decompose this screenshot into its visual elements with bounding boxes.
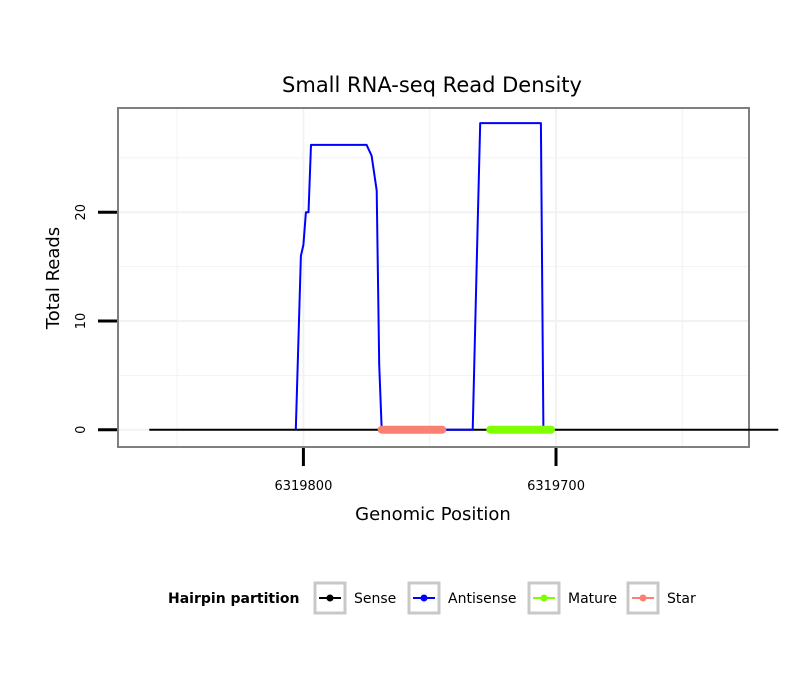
legend-key-dot (326, 594, 334, 602)
y-tick-label: 10 (74, 313, 89, 330)
x-axis-label: Genomic Position (355, 504, 511, 525)
x-tick-label: 6319700 (527, 479, 585, 494)
x-tick-label: 6319800 (274, 479, 332, 494)
legend-key-dot (540, 594, 548, 602)
legend-item-antisense: Antisense (407, 581, 517, 615)
legend: Hairpin partition Sense Antisense Mature… (168, 581, 696, 615)
y-tick-label: 20 (74, 204, 89, 221)
legend-title: Hairpin partition (168, 591, 299, 607)
series-line-antisense (294, 122, 545, 431)
axis-ticks (98, 210, 558, 466)
legend-item-mature: Mature (527, 581, 617, 615)
legend-label: Mature (568, 591, 617, 607)
data-series (149, 122, 779, 434)
legend-item-star: Star (626, 581, 696, 615)
legend-label: Antisense (448, 591, 517, 607)
chart-title: Small RNA-seq Read Density (282, 73, 582, 97)
y-axis-label: Total Reads (43, 227, 64, 330)
legend-item-sense: Sense (313, 581, 396, 615)
legend-key-dot (420, 594, 428, 602)
legend-key-dot (639, 594, 647, 602)
plot-panel (117, 107, 750, 448)
legend-label: Star (667, 591, 696, 607)
y-tick-label: 0 (74, 426, 89, 434)
legend-label: Sense (354, 591, 396, 607)
